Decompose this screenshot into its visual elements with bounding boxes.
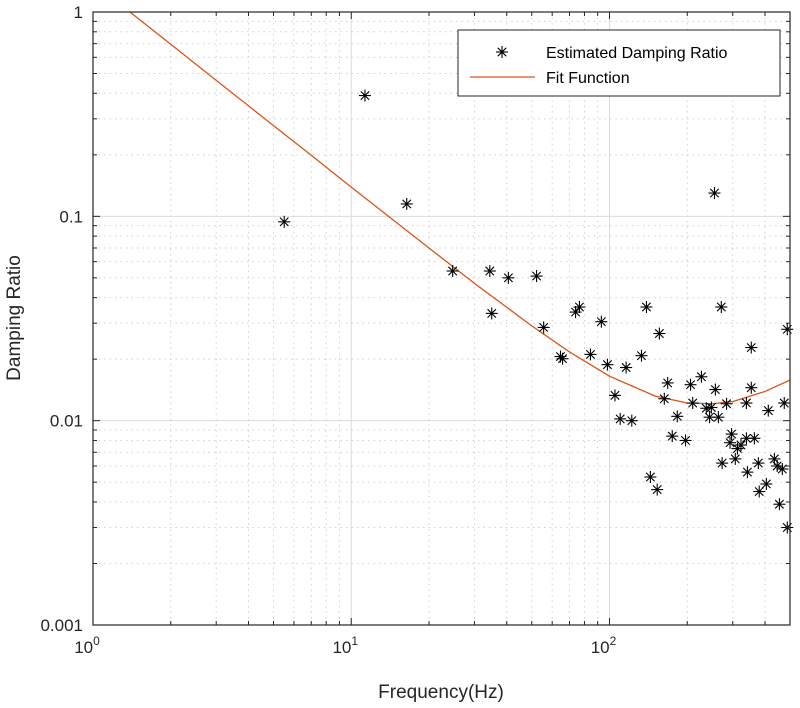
grid	[92, 12, 791, 626]
data-point	[778, 397, 791, 410]
data-point	[752, 457, 765, 470]
data-point	[753, 485, 766, 498]
data-point	[635, 349, 648, 362]
data-point	[720, 397, 733, 410]
data-point	[595, 315, 608, 328]
data-point	[762, 404, 775, 417]
data-point	[781, 323, 794, 336]
data-point	[760, 477, 773, 490]
data-point	[573, 300, 586, 313]
data-point	[625, 414, 638, 427]
y-axis-label: Damping Ratio	[4, 255, 25, 381]
data-point	[734, 439, 747, 452]
data-point	[584, 348, 597, 361]
data-point	[530, 270, 543, 283]
x-tick-label: 102	[591, 634, 617, 657]
data-point	[712, 411, 725, 424]
axis-ticks: 100 101 102 1 0.1 0.01 0.001	[40, 3, 791, 657]
data-point	[446, 265, 459, 278]
data-point	[716, 457, 729, 470]
data-point	[644, 471, 657, 484]
data-point	[741, 466, 754, 479]
estimated-damping-series	[278, 89, 794, 534]
plot-box	[92, 11, 791, 626]
data-point	[278, 215, 291, 228]
data-point	[745, 341, 758, 354]
x-tick-label: 100	[74, 634, 100, 657]
y-tick-label: 0.01	[50, 412, 83, 431]
data-point	[776, 463, 789, 476]
data-point	[709, 383, 722, 396]
data-point	[666, 430, 679, 443]
data-point	[686, 397, 699, 410]
data-point	[724, 436, 737, 449]
legend-label-fit: Fit Function	[546, 70, 630, 87]
x-axis-label: Frequency(Hz)	[378, 682, 504, 703]
data-point	[640, 300, 653, 313]
data-point	[705, 401, 718, 414]
data-point	[651, 483, 664, 496]
data-point	[684, 378, 697, 391]
data-point	[708, 187, 721, 200]
legend-box	[457, 29, 781, 97]
data-point	[485, 307, 498, 320]
data-point	[715, 300, 728, 313]
data-point	[483, 265, 496, 278]
data-point	[358, 89, 371, 102]
data-point	[658, 392, 671, 405]
data-point	[601, 358, 614, 371]
legend-marker-asterisk	[496, 46, 508, 58]
y-tick-label: 0.1	[59, 207, 83, 226]
data-point	[537, 321, 550, 334]
data-point	[729, 452, 742, 465]
data-point	[400, 197, 413, 210]
data-point	[614, 412, 627, 425]
data-point	[653, 327, 666, 340]
y-tick-label: 1	[74, 3, 83, 22]
data-point	[569, 306, 582, 319]
data-point	[745, 381, 758, 394]
data-point	[695, 370, 708, 383]
data-point	[740, 397, 753, 410]
fit-function-line	[129, 11, 791, 405]
data-point	[502, 271, 515, 284]
x-tick-label: 101	[332, 634, 358, 657]
legend-label-estimated: Estimated Damping Ratio	[546, 45, 728, 62]
legend-asterisk-marker	[496, 46, 508, 58]
data-point	[679, 434, 692, 447]
data-point	[725, 428, 738, 441]
data-point	[671, 410, 684, 423]
data-point	[661, 376, 674, 389]
y-tick-label: 0.001	[40, 616, 83, 635]
data-point	[748, 432, 761, 445]
legend: Estimated Damping Ratio Fit Function	[457, 29, 781, 97]
data-point	[773, 498, 786, 511]
data-point	[620, 361, 633, 374]
fit-function-series	[129, 11, 791, 405]
data-point	[556, 352, 569, 365]
data-point	[608, 389, 621, 402]
